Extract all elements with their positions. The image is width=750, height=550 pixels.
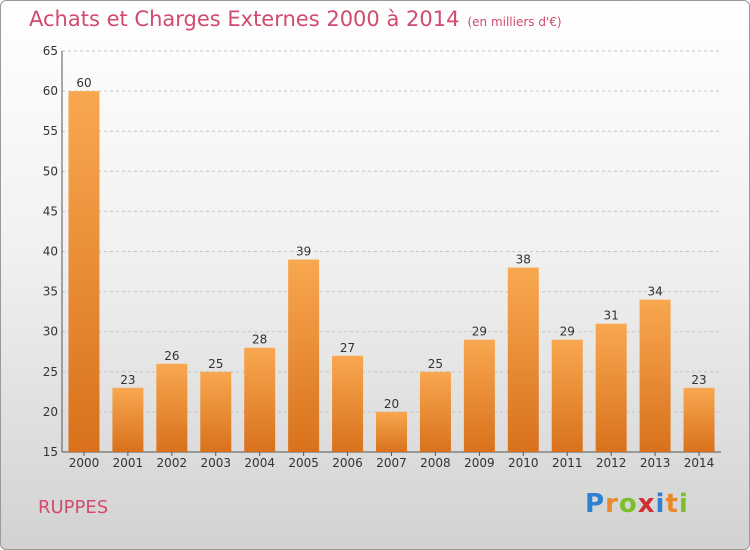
x-tick-label: 2007	[376, 456, 407, 470]
x-tick-label: 2012	[596, 456, 627, 470]
bar-2001	[112, 387, 144, 452]
x-tick-label: 2010	[508, 456, 539, 470]
data-label: 29	[560, 325, 575, 339]
chart-subtitle: (en milliers d'€)	[467, 15, 562, 29]
data-label: 29	[472, 325, 487, 339]
data-label: 25	[208, 357, 223, 371]
x-tick-label: 2003	[200, 456, 231, 470]
bar-2013	[639, 299, 671, 452]
x-tick-label: 2005	[288, 456, 319, 470]
data-label: 31	[604, 309, 619, 323]
x-tick-label: 2009	[464, 456, 495, 470]
chart-title-text: Achats et Charges Externes 2000 à 2014	[29, 7, 460, 31]
x-tick-label: 2011	[552, 456, 583, 470]
x-tick-label: 2008	[420, 456, 451, 470]
x-tick-label: 2001	[113, 456, 144, 470]
x-tick-label: 2014	[684, 456, 715, 470]
bar-2009	[463, 339, 495, 452]
y-tick-label: 55	[43, 124, 58, 138]
bar-2003	[200, 371, 232, 452]
data-label: 27	[340, 341, 355, 355]
x-tick-label: 2002	[157, 456, 188, 470]
data-label: 26	[164, 349, 179, 363]
data-label: 39	[296, 245, 311, 259]
y-tick-label: 15	[43, 445, 58, 459]
y-tick-label: 35	[43, 285, 58, 299]
data-label: 38	[516, 253, 531, 267]
bar-2007	[376, 411, 407, 452]
data-label: 20	[384, 397, 399, 411]
data-label: 60	[76, 76, 91, 90]
chart-title: Achats et Charges Externes 2000 à 2014 (e…	[29, 7, 562, 31]
y-tick-label: 30	[43, 325, 58, 339]
bar-2002	[156, 363, 188, 452]
bar-2000	[68, 91, 100, 452]
y-tick-label: 25	[43, 365, 58, 379]
bar-2008	[419, 371, 451, 452]
y-tick-label: 20	[43, 405, 58, 419]
y-tick-label: 50	[43, 164, 58, 178]
proxiti-logo: Proxiti	[585, 489, 689, 519]
place-name: RUPPES	[38, 497, 109, 518]
bar-2004	[244, 347, 276, 452]
x-tick-label: 2004	[244, 456, 275, 470]
data-label: 25	[428, 357, 443, 371]
data-label: 28	[252, 333, 267, 347]
y-tick-label: 45	[43, 204, 58, 218]
bar-2006	[332, 355, 364, 452]
bar-2014	[683, 387, 715, 452]
data-label: 34	[647, 285, 662, 299]
bar-2012	[595, 323, 627, 452]
y-tick-label: 40	[43, 245, 58, 259]
data-label: 23	[120, 373, 135, 387]
y-tick-label: 65	[43, 44, 58, 58]
bar-2010	[507, 267, 539, 452]
y-tick-label: 60	[43, 84, 58, 98]
bar-2011	[551, 339, 583, 452]
bar-2005	[288, 259, 320, 452]
x-tick-label: 2006	[332, 456, 363, 470]
x-tick-label: 2013	[640, 456, 671, 470]
data-label: 23	[691, 373, 706, 387]
x-tick-label: 2000	[69, 456, 100, 470]
